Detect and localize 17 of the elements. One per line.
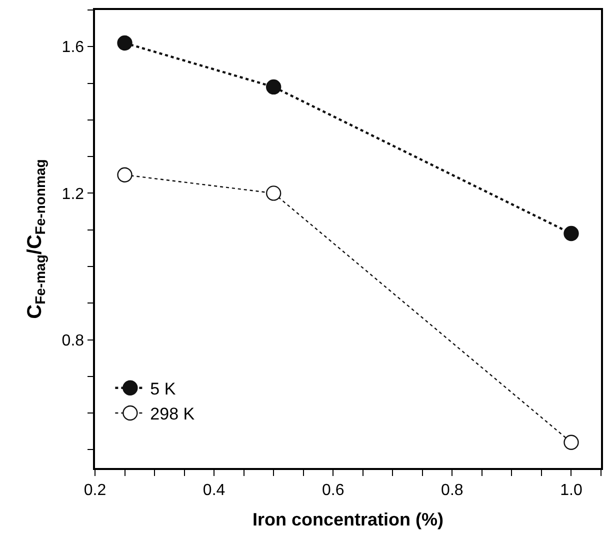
x-tick-label: 0.6 <box>322 482 344 499</box>
y-tick-label: 1.6 <box>62 39 84 56</box>
point <box>564 434 579 450</box>
x-tick-label: 1.0 <box>560 482 582 499</box>
y-tick-label: 0.8 <box>62 332 84 350</box>
point <box>117 167 132 182</box>
legend-label: 5 K <box>150 380 176 399</box>
legend-label: 298 K <box>150 404 196 424</box>
x-axis-title: Iron concentration (%) <box>252 510 444 530</box>
x-tick-label: 0.8 <box>441 482 464 499</box>
point <box>564 226 579 242</box>
x-tick-label: 0.2 <box>84 482 106 499</box>
y-tick-label: 1.2 <box>62 186 84 203</box>
point <box>266 186 282 201</box>
point <box>266 79 282 95</box>
point <box>117 35 132 51</box>
x-tick-label: 0.4 <box>202 482 226 499</box>
